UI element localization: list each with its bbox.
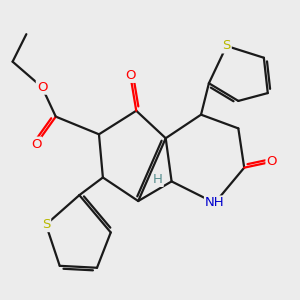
Text: NH: NH [205, 196, 225, 209]
Text: O: O [31, 138, 41, 151]
Text: O: O [125, 69, 136, 82]
Text: S: S [42, 218, 50, 231]
Text: O: O [266, 155, 277, 168]
Text: S: S [222, 40, 231, 52]
Text: H: H [153, 173, 163, 186]
Text: O: O [37, 81, 47, 94]
